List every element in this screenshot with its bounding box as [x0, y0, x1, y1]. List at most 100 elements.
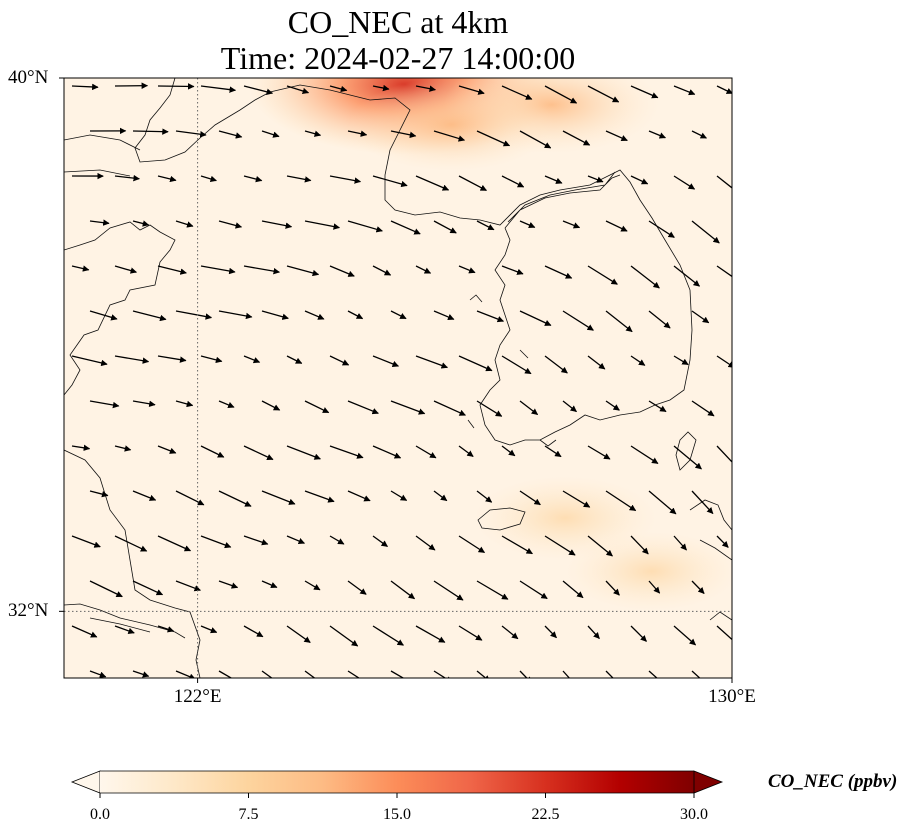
wind-arrow	[157, 265, 187, 275]
wind-arrow	[200, 355, 223, 364]
wind-arrow	[433, 400, 466, 416]
wind-arrow	[175, 490, 205, 506]
longitude-label: 122°E	[173, 686, 222, 707]
wind-arrow	[673, 85, 696, 96]
wind-arrow	[114, 355, 150, 364]
wind-arrow	[562, 580, 584, 599]
wind-arrow	[433, 220, 457, 234]
wind-arrow	[372, 625, 404, 646]
wind-arrow	[433, 580, 464, 601]
wind-arrow	[587, 265, 618, 285]
wind-arrow	[501, 445, 516, 457]
wind-arrow	[501, 85, 533, 100]
wind-arrow	[372, 445, 402, 459]
wind-arrow	[347, 130, 368, 137]
wind-arrow	[716, 445, 732, 463]
wind-arrow	[476, 220, 495, 231]
wind-arrow	[243, 355, 261, 364]
wind-arrow	[519, 490, 541, 506]
wind-arrow	[175, 310, 213, 320]
wind-arrow	[243, 625, 264, 638]
wind-arrow	[562, 130, 591, 146]
colorbar-ticks	[99, 793, 695, 798]
wind-arrow	[458, 535, 486, 554]
wind-arrow	[200, 85, 237, 93]
wind-arrow	[415, 625, 446, 643]
wind-arrow	[347, 670, 361, 678]
wind-arrow	[605, 580, 620, 596]
china-coastline-north	[64, 221, 176, 396]
wind-arrow	[587, 175, 604, 183]
wind-arrow	[243, 265, 281, 275]
wind-arrow	[71, 625, 98, 638]
wind-arrow	[114, 174, 140, 182]
wind-arrow	[630, 265, 660, 289]
wind-arrow	[716, 265, 732, 282]
wind-arrow	[132, 310, 167, 322]
concentration-field	[248, 78, 732, 611]
wind-arrow	[544, 625, 557, 639]
wind-arrow	[218, 490, 252, 507]
wind-arrow	[218, 580, 239, 589]
wind-arrow	[329, 535, 345, 545]
wind-arrow	[415, 85, 436, 92]
colorbar-tick-label: 22.5	[531, 806, 560, 823]
wind-arrow	[157, 445, 177, 454]
wind-arrow	[286, 625, 311, 644]
wind-arrow	[243, 85, 274, 95]
wind-arrow	[304, 580, 321, 591]
wind-arrow	[304, 490, 335, 503]
wind-arrow	[89, 670, 107, 678]
wind-arrow	[458, 445, 474, 458]
wind-arrow	[200, 445, 225, 458]
wind-arrow	[630, 625, 647, 642]
wind-arrow	[587, 355, 606, 370]
wind-arrow	[648, 400, 667, 413]
wind-arrow	[132, 670, 150, 678]
colorbar-tick-label: 7.5	[238, 806, 259, 823]
wind-arrow	[304, 220, 340, 230]
axis-ticks	[59, 77, 733, 683]
wind-arrow	[329, 445, 364, 459]
wind-arrow	[519, 580, 548, 600]
wind-arrow	[476, 490, 493, 503]
wind-arrow	[89, 400, 120, 409]
wind-arrow	[157, 535, 192, 552]
wind-arrow	[71, 265, 90, 272]
wind-arrow	[691, 130, 707, 139]
wind-arrow	[347, 400, 379, 415]
wind-arrow	[691, 670, 701, 678]
wind-arrow	[390, 220, 421, 235]
wind-arrow	[587, 625, 600, 640]
wind-arrow	[175, 400, 194, 408]
wind-arrow	[372, 265, 392, 276]
wind-arrow	[218, 220, 243, 229]
wind-arrow	[673, 535, 687, 551]
wind-arrow	[200, 175, 217, 183]
wind-arrow	[89, 219, 110, 226]
wind-arrow	[415, 445, 437, 459]
wind-arrow	[390, 130, 417, 139]
wind-arrow	[329, 265, 355, 277]
wind-arrow	[605, 400, 620, 411]
wind-arrow	[261, 580, 278, 589]
wind-arrow	[286, 355, 303, 364]
wind-arrow	[562, 490, 591, 508]
wind-arrow	[200, 535, 232, 549]
wind-arrow	[433, 310, 455, 321]
wind-arrow	[648, 490, 677, 515]
map-plot-area	[64, 78, 732, 678]
wind-arrow	[544, 175, 563, 184]
concentration-hotspot	[348, 78, 555, 172]
wind-arrow	[415, 355, 448, 369]
wind-arrow	[716, 625, 732, 641]
wind-arrow	[630, 535, 649, 555]
wind-vectors	[71, 82, 732, 678]
wind-arrow	[673, 445, 702, 470]
wind-arrow	[544, 445, 562, 458]
korea-island-cluster	[467, 294, 557, 447]
wind-arrow	[605, 670, 614, 678]
wind-arrow	[587, 445, 611, 460]
colorbar-tick-label: 30.0	[680, 806, 708, 823]
wind-arrow	[648, 220, 675, 239]
